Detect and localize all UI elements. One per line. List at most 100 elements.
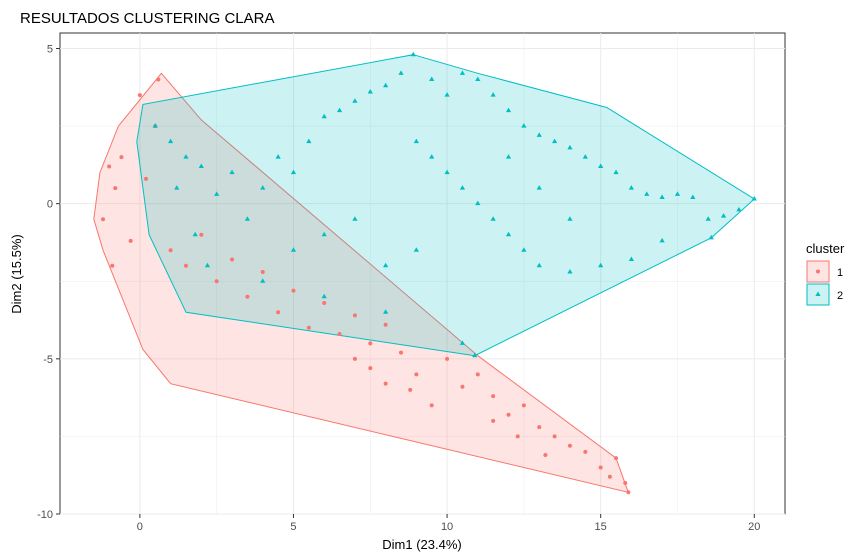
point-cluster-2 bbox=[551, 138, 558, 144]
point-cluster-2 bbox=[751, 196, 757, 201]
point-cluster-1 bbox=[607, 474, 612, 479]
point-cluster-1 bbox=[398, 350, 403, 355]
point-cluster-2 bbox=[410, 51, 416, 57]
point-cluster-1 bbox=[306, 325, 311, 330]
chart-title: RESULTADOS CLUSTERING CLARA bbox=[20, 10, 275, 27]
point-cluster-2 bbox=[567, 268, 573, 274]
point-cluster-1 bbox=[521, 403, 526, 408]
point-cluster-2 bbox=[674, 191, 681, 196]
point-cluster-2 bbox=[659, 194, 665, 199]
point-cluster-1 bbox=[276, 310, 281, 315]
point-cluster-1 bbox=[626, 490, 631, 495]
legend: cluster 12 bbox=[806, 241, 845, 306]
point-cluster-2 bbox=[214, 191, 220, 196]
point-cluster-2 bbox=[505, 231, 512, 237]
point-cluster-2 bbox=[260, 185, 266, 190]
point-cluster-2 bbox=[459, 340, 466, 345]
point-cluster-2 bbox=[598, 262, 604, 268]
point-cluster-2 bbox=[429, 76, 435, 82]
point-cluster-2 bbox=[321, 293, 327, 299]
point-cluster-1 bbox=[598, 465, 603, 470]
point-cluster-1 bbox=[583, 449, 588, 454]
point-cluster-2 bbox=[567, 144, 573, 150]
point-cluster-1 bbox=[567, 443, 572, 448]
point-cluster-2 bbox=[444, 92, 450, 97]
y-tick-label: 0 bbox=[47, 199, 53, 211]
point-cluster-1 bbox=[137, 93, 142, 98]
point-cluster-1 bbox=[119, 155, 124, 160]
x-tick-label: 0 bbox=[137, 521, 143, 533]
point-cluster-1 bbox=[144, 176, 149, 181]
point-cluster-2 bbox=[472, 352, 478, 358]
point-cluster-2 bbox=[644, 191, 650, 196]
legend-title: cluster bbox=[806, 241, 845, 256]
point-cluster-2 bbox=[383, 82, 389, 88]
point-cluster-2 bbox=[204, 262, 211, 268]
point-cluster-1 bbox=[491, 394, 496, 399]
point-cluster-2 bbox=[536, 262, 542, 268]
point-cluster-2 bbox=[244, 216, 251, 221]
point-cluster-1 bbox=[260, 269, 265, 274]
point-cluster-2 bbox=[628, 256, 635, 262]
point-cluster-2 bbox=[521, 123, 527, 128]
point-cluster-1 bbox=[383, 322, 388, 327]
point-cluster-2 bbox=[705, 216, 711, 221]
point-cluster-2 bbox=[459, 185, 466, 190]
point-cluster-1 bbox=[515, 434, 520, 439]
point-cluster-1 bbox=[352, 356, 357, 361]
point-cluster-2 bbox=[736, 206, 742, 212]
point-cluster-2 bbox=[536, 185, 542, 190]
y-tick-label: -10 bbox=[37, 509, 53, 521]
point-cluster-1 bbox=[230, 257, 235, 262]
legend-label-2: 2 bbox=[837, 290, 843, 302]
point-cluster-1 bbox=[429, 403, 434, 408]
point-cluster-1 bbox=[491, 418, 496, 423]
point-cluster-2 bbox=[505, 107, 512, 113]
point-cluster-2 bbox=[275, 154, 281, 159]
point-cluster-1 bbox=[408, 387, 413, 392]
point-cluster-1 bbox=[107, 164, 112, 169]
point-cluster-1 bbox=[168, 248, 173, 253]
plot-panel bbox=[59, 32, 786, 515]
point-cluster-2 bbox=[321, 113, 327, 119]
point-cluster-2 bbox=[383, 262, 389, 268]
legend-marker-1 bbox=[816, 269, 820, 274]
point-cluster-2 bbox=[429, 154, 435, 159]
point-cluster-2 bbox=[598, 163, 604, 168]
point-cluster-1 bbox=[113, 186, 118, 191]
y-axis-title: Dim2 (15.5%) bbox=[9, 234, 24, 313]
hull-cluster-1 bbox=[93, 72, 630, 493]
point-cluster-1 bbox=[623, 480, 628, 485]
point-cluster-2 bbox=[475, 76, 481, 82]
point-cluster-2 bbox=[306, 138, 312, 144]
axis-ticks: 0 5 10 15 20 -10 -5 0 5 bbox=[37, 44, 760, 533]
x-tick-label: 20 bbox=[748, 521, 760, 533]
point-cluster-2 bbox=[183, 154, 189, 159]
point-cluster-2 bbox=[690, 194, 696, 199]
point-cluster-1 bbox=[475, 372, 480, 377]
point-cluster-1 bbox=[552, 434, 557, 439]
point-cluster-2 bbox=[167, 138, 174, 144]
x-axis-title: Dim1 (23.4%) bbox=[382, 537, 461, 552]
point-cluster-2 bbox=[567, 216, 573, 221]
point-cluster-2 bbox=[290, 247, 297, 252]
point-cluster-1 bbox=[445, 356, 450, 361]
point-cluster-2 bbox=[352, 98, 358, 103]
point-cluster-1 bbox=[156, 77, 161, 82]
point-cluster-1 bbox=[352, 313, 357, 318]
point-cluster-2 bbox=[490, 216, 496, 221]
point-cluster-2 bbox=[521, 247, 527, 252]
point-cluster-2 bbox=[628, 185, 635, 190]
point-cluster-1 bbox=[537, 425, 542, 430]
point-cluster-2 bbox=[413, 138, 419, 144]
point-cluster-1 bbox=[337, 332, 342, 337]
y-tick-label: 5 bbox=[47, 44, 53, 56]
point-cluster-2 bbox=[398, 70, 404, 75]
point-cluster-1 bbox=[614, 456, 619, 461]
point-cluster-1 bbox=[214, 279, 219, 284]
y-tick-label: -5 bbox=[43, 354, 53, 366]
x-tick-label: 5 bbox=[290, 521, 296, 533]
point-cluster-2 bbox=[174, 185, 180, 190]
point-cluster-2 bbox=[659, 237, 665, 243]
